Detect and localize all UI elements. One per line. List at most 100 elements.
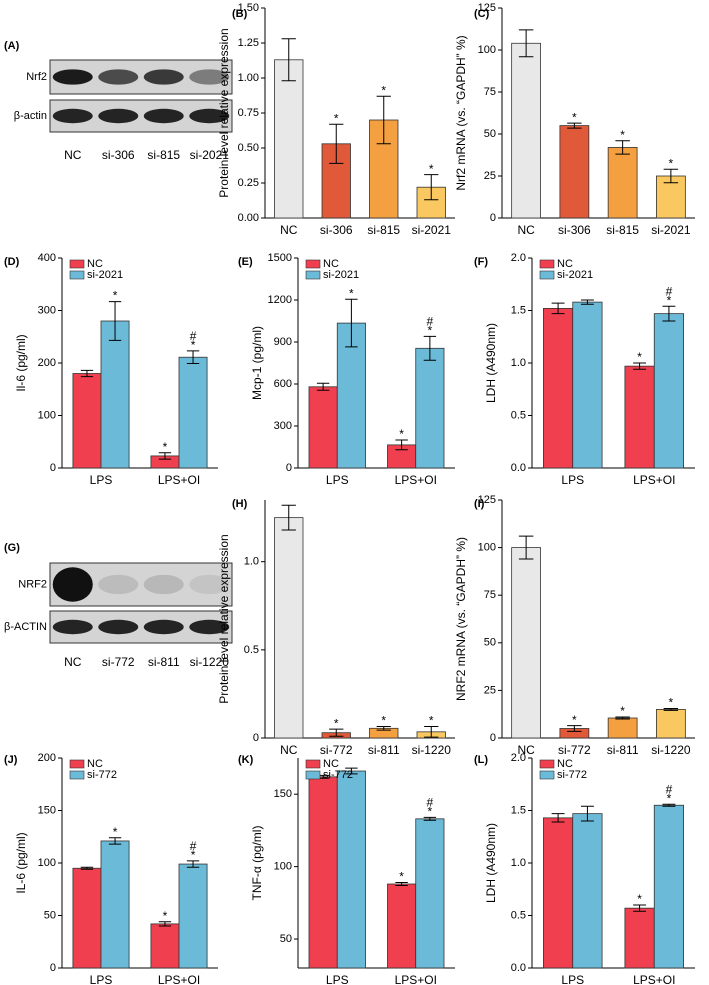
bar: [100, 840, 130, 969]
y-tick-label: 0.25: [238, 177, 259, 189]
error-bar: [424, 174, 439, 201]
error-bar: [423, 335, 437, 361]
x-tick-label: si-815: [606, 223, 639, 237]
bar: [656, 709, 686, 739]
error-bar: [158, 452, 172, 460]
significance-marker: *: [399, 870, 404, 884]
error-bar: [633, 362, 647, 370]
legend-swatch: [69, 259, 85, 269]
bar: [336, 770, 366, 969]
x-tick-label: LPS: [326, 473, 349, 487]
blot-band: [52, 567, 93, 602]
significance-marker: *: [429, 162, 434, 176]
blot-band: [189, 574, 230, 595]
y-tick-label: 125: [478, 2, 496, 14]
significance-marker: *: [428, 324, 433, 338]
blot-band: [189, 619, 230, 635]
error-bar: [633, 904, 647, 912]
legend-swatch: [69, 759, 85, 769]
y-tick-label: 0: [50, 462, 56, 474]
y-tick-label: 200: [38, 357, 56, 369]
bar: [72, 373, 102, 469]
significance-marker: *: [637, 892, 642, 906]
y-tick-label: 100: [274, 861, 292, 873]
y-tick-label: 0.50: [238, 142, 259, 154]
error-bar: [316, 382, 330, 391]
x-tick-label: si-1220: [651, 743, 691, 757]
significance-marker: *: [669, 156, 674, 170]
panel-label: (I): [474, 498, 485, 510]
x-tick-label: si-1220: [412, 743, 452, 757]
legend-swatch: [305, 270, 321, 280]
legend-swatch: [305, 259, 321, 269]
bar: [511, 547, 541, 739]
significance-marker: *: [637, 350, 642, 364]
x-tick-label: LPS+OI: [395, 473, 437, 487]
x-tick-label: LPS: [561, 473, 584, 487]
y-tick-label: 2.0: [511, 252, 526, 264]
bar: [653, 804, 684, 969]
blot-band: [143, 69, 184, 85]
significance-marker: *: [191, 338, 196, 352]
significance-marker: *: [334, 716, 339, 730]
bar: [624, 365, 655, 469]
panel-label: (H): [232, 498, 248, 510]
bar: [624, 907, 655, 969]
x-tick-label: LPS+OI: [633, 473, 675, 487]
y-tick-label: 125: [478, 494, 496, 506]
significance-marker: *: [667, 791, 672, 805]
y-tick-label: 0.00: [238, 212, 259, 224]
x-tick-label: si-2021: [412, 223, 452, 237]
y-axis-label: Protein level relative expression: [217, 28, 231, 197]
x-tick-label: si-306: [558, 223, 591, 237]
significance-marker: *: [667, 293, 672, 307]
y-tick-label: 600: [274, 378, 292, 390]
y-tick-label: 1.50: [238, 2, 259, 14]
y-tick-label: 0.5: [244, 644, 259, 656]
significance-marker: *: [113, 289, 118, 303]
error-bar: [580, 805, 594, 822]
legend-swatch: [539, 759, 555, 769]
x-tick-label: si-811: [368, 743, 400, 757]
error-bar: [376, 95, 391, 145]
y-tick-label: 0: [490, 212, 496, 224]
x-tick-label: si-772: [558, 743, 591, 757]
error-bar: [663, 168, 679, 184]
lane-label: si-306: [102, 148, 135, 162]
bar: [308, 776, 338, 969]
y-tick-label: 0: [490, 732, 496, 744]
legend-label: si-772: [323, 769, 353, 781]
error-bar: [329, 123, 344, 164]
blot-band: [98, 574, 139, 595]
blot-row-label: NRF2: [18, 578, 47, 590]
significance-marker: #: [666, 284, 673, 298]
bar: [543, 307, 574, 469]
lane-label: si-2021: [190, 148, 230, 162]
significance-marker: *: [572, 713, 577, 727]
blot-band: [98, 108, 139, 124]
error-bar: [345, 767, 358, 775]
error-bar: [567, 725, 582, 732]
significance-marker: *: [399, 427, 404, 441]
lane-label: si-1220: [190, 655, 230, 669]
panel-label: (D): [4, 256, 20, 268]
bar: [178, 356, 208, 469]
error-bar: [395, 439, 408, 451]
error-bar: [281, 504, 296, 531]
y-tick-label: 0: [50, 962, 56, 974]
bar: [559, 125, 590, 219]
significance-marker: *: [163, 909, 168, 923]
blot-band: [52, 108, 93, 124]
bar: [178, 863, 208, 969]
y-tick-label: 0.0: [511, 462, 526, 474]
panel-label: (F): [474, 256, 488, 268]
y-tick-label: 300: [274, 420, 292, 432]
legend-label: NC: [323, 258, 339, 270]
significance-marker: #: [666, 782, 673, 796]
error-bar: [80, 369, 94, 378]
y-tick-label: 25: [484, 170, 496, 182]
lane-label: si-772: [102, 655, 135, 669]
lane-label: NC: [64, 148, 82, 162]
legend-label: NC: [87, 758, 103, 770]
